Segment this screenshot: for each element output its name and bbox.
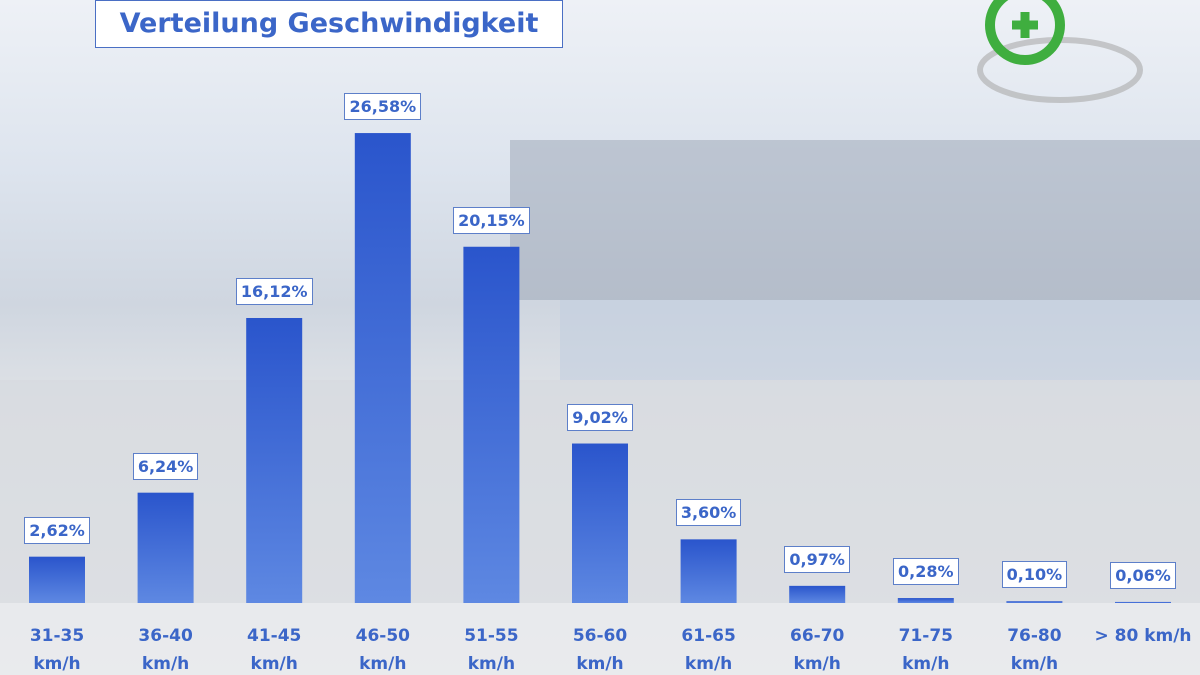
house-wall	[560, 300, 1200, 380]
bar	[463, 246, 520, 604]
value-label-text: 0,10%	[1001, 561, 1068, 589]
logo	[977, 0, 1143, 103]
x-tick-label-text: 61-65 km/h	[681, 626, 736, 674]
x-tick-label-text: > 80 km/h	[1094, 626, 1192, 646]
value-label: 2,62%	[9, 516, 105, 544]
x-tick-label: 31-35 km/h	[5, 622, 109, 675]
value-label-text: 2,62%	[24, 516, 90, 544]
value-label: 9,02%	[552, 403, 648, 431]
x-tick-label-text: 36-40 km/h	[138, 626, 193, 674]
x-tick-label-text: 46-50 km/h	[355, 626, 410, 674]
value-label: 0,10%	[986, 561, 1082, 589]
bar	[1006, 601, 1063, 603]
x-tick-label-text: 51-55 km/h	[464, 626, 519, 674]
value-label-text: 26,58%	[344, 93, 422, 121]
bar	[354, 133, 411, 603]
value-label-text: 16,12%	[235, 277, 313, 305]
x-tick-label: 41-45 km/h	[222, 622, 326, 675]
chart-title: Verteilung Geschwindigkeit	[95, 0, 563, 48]
x-tick-label: 36-40 km/h	[114, 622, 218, 675]
x-tick-label-text: 76-80 km/h	[1007, 626, 1062, 674]
x-tick-label-text: 56-60 km/h	[572, 626, 628, 674]
x-tick-label-text: 31-35 km/h	[29, 626, 85, 674]
house-roof	[510, 140, 1200, 300]
value-label: 26,58%	[335, 93, 431, 121]
value-label-text: 20,15%	[453, 206, 530, 234]
value-label-text: 0,28%	[893, 558, 959, 586]
bar	[572, 443, 628, 603]
bar	[137, 492, 194, 603]
value-label-text: 3,60%	[675, 499, 742, 527]
x-tick-label: 76-80 km/h	[982, 622, 1086, 675]
x-tick-label-text: 66-70 km/h	[790, 626, 845, 674]
value-label: 0,97%	[769, 545, 865, 573]
x-tick-label: > 80 km/h	[1091, 622, 1195, 650]
value-label-text: 6,24%	[132, 452, 199, 480]
bar	[897, 598, 954, 603]
x-tick-label-text: 71-75 km/h	[898, 626, 953, 674]
value-label: 16,12%	[226, 277, 322, 305]
x-tick-label: 56-60 km/h	[548, 622, 652, 675]
bar	[789, 585, 846, 603]
value-label: 6,24%	[118, 452, 214, 480]
bar	[246, 317, 303, 603]
value-label-text: 9,02%	[567, 403, 633, 431]
x-tick-label: 66-70 km/h	[765, 622, 869, 675]
x-tick-label-text: 41-45 km/h	[247, 626, 302, 674]
value-label: 0,06%	[1095, 561, 1191, 589]
x-tick-label: 71-75 km/h	[874, 622, 978, 675]
value-label: 0,28%	[878, 558, 974, 586]
x-tick-label: 61-65 km/h	[657, 622, 761, 675]
bar	[29, 556, 85, 603]
value-label: 3,60%	[661, 499, 757, 527]
value-label: 20,15%	[443, 206, 539, 234]
bar	[1115, 601, 1171, 603]
x-tick-label: 51-55 km/h	[439, 622, 543, 675]
value-label-text: 0,06%	[1110, 561, 1176, 589]
value-label-text: 0,97%	[784, 545, 850, 573]
x-tick-label: 46-50 km/h	[331, 622, 435, 675]
bar	[680, 539, 737, 603]
label-band	[0, 603, 1200, 675]
